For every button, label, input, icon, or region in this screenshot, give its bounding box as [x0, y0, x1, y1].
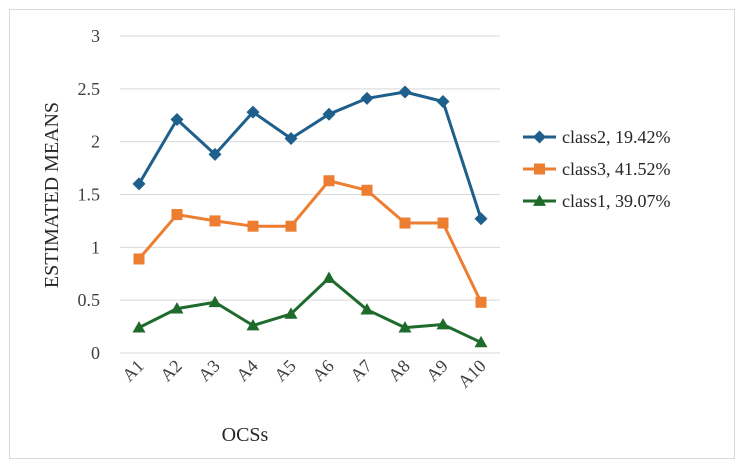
y-axis-title: ESTIMATED MEANS [41, 102, 63, 288]
legend-item: class2, 19.42% [523, 127, 670, 147]
data-point [209, 215, 221, 227]
series-2 [133, 175, 487, 308]
data-point [171, 209, 183, 221]
legend-marker [534, 163, 545, 175]
x-axis-title: OCSs [222, 424, 269, 446]
data-point [436, 317, 450, 330]
data-point [323, 175, 335, 187]
data-point [246, 105, 260, 119]
data-point [246, 319, 260, 331]
x-tick-labels: A1 A2 A3 A4 A5 A6 A7 A8 A9 A10 [118, 356, 490, 392]
data-point [208, 295, 222, 308]
data-point [133, 253, 145, 265]
data-point [360, 303, 374, 315]
data-point [474, 212, 488, 226]
series-line [138, 276, 482, 344]
x-tick-label: A5 [270, 356, 300, 386]
data-point [399, 217, 411, 229]
data-point [475, 296, 487, 308]
y-tick-label: 2.5 [78, 79, 101, 99]
series-group [132, 85, 488, 348]
data-point [436, 95, 450, 109]
data-point [284, 131, 298, 145]
data-point [132, 321, 146, 333]
legend-label: class3, 41.52% [562, 159, 670, 179]
x-tick-label: A6 [308, 356, 338, 386]
y-tick-label: 0 [91, 343, 100, 363]
x-tick-label: A1 [118, 356, 148, 386]
y-tick-label: 2 [91, 132, 100, 152]
data-point [170, 112, 184, 126]
data-point [322, 271, 336, 283]
x-tick-label: A4 [232, 356, 262, 386]
data-point [284, 307, 298, 319]
legend-marker [533, 130, 546, 144]
y-tick-label: 1 [91, 237, 100, 257]
y-tick-label: 3 [91, 26, 100, 46]
data-point [437, 217, 449, 229]
data-point [360, 91, 374, 105]
legend: class2, 19.42% class3, 41.52% class1, 39.0… [523, 127, 670, 211]
legend-marker [533, 194, 546, 206]
x-tick-label: A2 [156, 356, 186, 386]
chart-frame [9, 9, 735, 459]
x-tick-label: A7 [346, 356, 376, 386]
legend-item: class1, 39.07% [523, 191, 670, 211]
x-tick-label: A8 [384, 356, 414, 386]
series-3 [132, 271, 488, 348]
data-point [208, 147, 222, 161]
legend-label: class1, 39.07% [562, 191, 670, 211]
series-line [137, 90, 483, 220]
y-tick-labels: 0 0.5 1 1.5 2 2.5 3 [78, 26, 101, 363]
data-point [361, 184, 373, 196]
data-point [322, 107, 336, 121]
x-tick-label: A9 [422, 356, 452, 386]
data-point [132, 177, 146, 191]
gridlines [120, 35, 500, 354]
data-point [247, 220, 259, 232]
data-point [398, 85, 412, 99]
y-tick-label: 1.5 [78, 185, 101, 205]
legend-item: class3, 41.52% [523, 159, 670, 179]
data-point [474, 335, 488, 348]
x-tick-label: A3 [194, 356, 224, 386]
legend-label: class2, 19.42% [562, 127, 670, 147]
y-tick-label: 0.5 [78, 290, 101, 310]
data-point [398, 321, 412, 333]
series-line [137, 179, 483, 303]
series-1 [132, 85, 488, 226]
data-point [285, 220, 297, 232]
x-tick-label: A10 [454, 356, 490, 392]
data-point [170, 302, 184, 314]
